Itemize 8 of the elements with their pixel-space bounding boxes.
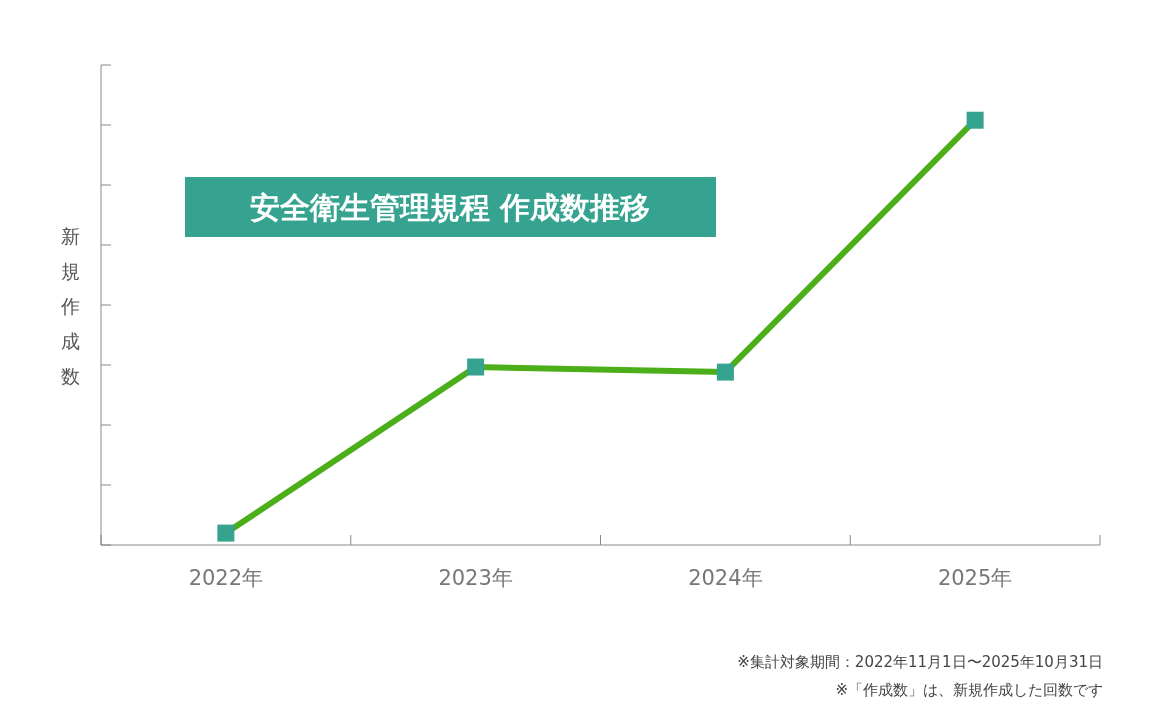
text: 安全衛生管理規程 作成数推移: [249, 190, 651, 225]
text: ※「作成数」は、新規作成した回数です: [835, 681, 1103, 699]
text: ※集計対象期間：2022年11月1日〜2025年10月31日: [737, 653, 1103, 671]
y-axis-title: 新規作成数: [59, 225, 80, 387]
x-tick-label: 2025年: [937, 566, 1013, 590]
x-tick-label: 2024年: [688, 566, 763, 590]
x-tick-label: 2023年: [438, 566, 513, 590]
x-tick-label: 2022年: [188, 566, 264, 590]
